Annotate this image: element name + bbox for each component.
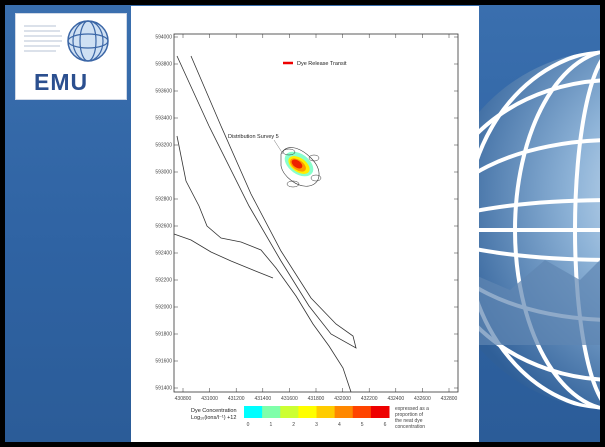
legend-transit-label: Dye Release Transit [297,61,347,67]
x-tick-label: 432800 [441,396,458,402]
colorbar-note-1: expressed as a [395,406,429,412]
colorbar-swatch [316,406,336,418]
colorbar-tick-label: 3 [315,422,318,428]
y-tick-label: 592800 [155,197,172,203]
y-tick-label: 593600 [155,89,172,95]
y-tick-label: 591600 [155,359,172,365]
y-tick-label: 594000 [155,35,172,41]
x-tick-label: 431600 [281,396,298,402]
colorbar-swatch [352,406,372,418]
y-tick-label: 592400 [155,251,172,257]
colorbar-note-3: the neat dye [395,418,423,424]
x-tick-label: 431200 [228,396,245,402]
x-tick-label: 430800 [175,396,192,402]
colorbar-tick-label: 6 [384,422,387,428]
y-tick-label: 593800 [155,62,172,68]
colorbar-tick-label: 0 [247,422,250,428]
colorbar-note-2: proportion of [395,412,424,418]
plot-frame [173,33,459,393]
y-tick-label: 592200 [155,278,172,284]
colorbar-tick-label: 1 [269,422,272,428]
x-tick-label: 431000 [201,396,218,402]
y-tick-label: 591800 [155,332,172,338]
colorbar-title: Dye Concentration [191,408,237,414]
y-axis: 594000 593800 593600 593400 593200 593000 5928… [155,35,458,392]
colorbar-tick-label: 4 [338,422,341,428]
emu-logo: EMU [15,13,127,100]
y-tick-label: 593200 [155,143,172,149]
colorbar-swatch [262,406,281,418]
map-panel: 594000 593800 593600 593400 593200 593000 5928… [131,6,479,442]
colorbar-tick-label: 5 [361,422,364,428]
logo-text: EMU [34,69,89,95]
colorbar-swatch [298,406,317,418]
y-tick-label: 592000 [155,305,172,311]
colorbar-note-4: concentration [395,424,425,430]
x-tick-label: 431400 [254,396,271,402]
x-tick-label: 431800 [308,396,325,402]
y-tick-label: 593000 [155,170,172,176]
colorbar-swatch [334,406,354,418]
y-tick-label: 593400 [155,116,172,122]
colorbar-swatch [244,406,263,418]
x-tick-label: 432000 [334,396,351,402]
colorbar-tick-label: 2 [292,422,295,428]
colorbar-swatch [370,406,390,418]
y-tick-label: 592600 [155,224,172,230]
coastline-inner [173,233,274,279]
x-axis: 430800 431000 431200 431400 431600 431800 4320… [175,34,458,402]
slide-background: EMU 594000 593800 593600 593400 593200 593000… [5,5,600,442]
colorbar-subtitle: Log₁₀(ions/l⁻¹) +12 [191,415,236,421]
dye-plume [280,147,322,188]
x-tick-label: 432600 [414,396,431,402]
globe-logo-icon [24,20,109,62]
y-tick-label: 591400 [155,386,172,392]
x-tick-label: 432200 [361,396,378,402]
coastline-east [176,55,357,349]
coastline-west [176,135,352,393]
colorbar-swatch [280,406,299,418]
survey-label: Distribution Survey 5 [228,134,279,140]
x-tick-label: 432400 [387,396,404,402]
dye-distribution-map: 594000 593800 593600 593400 593200 593000 5928… [155,33,459,430]
colorbar: Dye Concentration Log₁₀(ions/l⁻¹) +12 0 1… [191,406,429,430]
